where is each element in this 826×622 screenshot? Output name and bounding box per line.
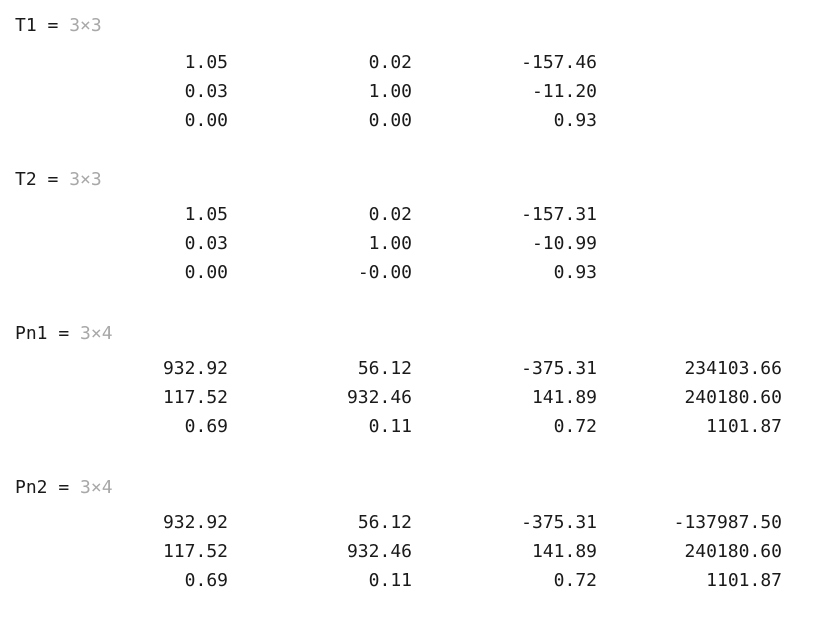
matrix-cell: 1101.87 [706, 570, 782, 591]
matrix-cell: 0.03 [184, 81, 228, 102]
matrix-header: T1 = 3×3 [15, 12, 102, 40]
matrix-cell: 932.46 [346, 387, 412, 408]
matrix-cell: -157.46 [521, 52, 597, 73]
matrix-row: 0.00 -0.00 0.93 [0, 258, 826, 287]
matrix-cell: 1.05 [184, 204, 228, 225]
matrix-cell: -0.00 [357, 262, 412, 283]
matrix-cell: -157.31 [521, 204, 597, 225]
matrix-cell: 117.52 [162, 387, 228, 408]
matrix-cell: -375.31 [521, 512, 597, 533]
matrix-cell: 932.92 [162, 512, 228, 533]
matrix-row: 0.03 1.00 -10.99 [0, 229, 826, 258]
matrix-cell: 0.02 [368, 204, 412, 225]
matrix-size: 3×3 [69, 15, 102, 36]
matrix-cell: 0.93 [553, 110, 597, 131]
matrix-cell: 141.89 [531, 541, 597, 562]
matrix-row: 0.03 1.00 -11.20 [0, 77, 826, 106]
matrix-cell: 240180.60 [684, 387, 782, 408]
equals-sign: = [47, 169, 59, 190]
equals-sign: = [47, 15, 59, 36]
matrix-row: 0.69 0.11 0.72 1101.87 [0, 412, 826, 441]
matrix-cell: 240180.60 [684, 541, 782, 562]
matrix-cell: 0.03 [184, 233, 228, 254]
matrix-row: 0.00 0.00 0.93 [0, 106, 826, 135]
matrix-cell: 0.69 [184, 416, 228, 437]
matrix-row: 1.05 0.02 -157.31 [0, 200, 826, 229]
matrix-cell: 0.93 [553, 262, 597, 283]
matrix-cell: -11.20 [531, 81, 597, 102]
matrix-cell: 141.89 [531, 387, 597, 408]
matrix-cell: 0.72 [553, 416, 597, 437]
matrix-header: Pn1 = 3×4 [15, 320, 113, 348]
matrix-header: Pn2 = 3×4 [15, 474, 113, 502]
matrix-row: 932.92 56.12 -375.31 -137987.50 [0, 508, 826, 537]
matrix-output-pn2: Pn2 = 3×4 932.92 56.12 -375.31 -137987.5… [0, 474, 826, 614]
matrix-cell: 117.52 [162, 541, 228, 562]
matrix-cell: 932.46 [346, 541, 412, 562]
matrix-row: 0.69 0.11 0.72 1101.87 [0, 566, 826, 595]
matrix-size: 3×4 [80, 323, 113, 344]
matrix-size: 3×3 [69, 169, 102, 190]
matrix-cell: 56.12 [357, 358, 412, 379]
matrix-cell: 1101.87 [706, 416, 782, 437]
matrix-cell: 56.12 [357, 512, 412, 533]
matrix-cell: 1.00 [368, 233, 412, 254]
equals-sign: = [58, 477, 70, 498]
matrix-cell: -375.31 [521, 358, 597, 379]
matrix-size: 3×4 [80, 477, 113, 498]
matrix-cell: 0.02 [368, 52, 412, 73]
matrix-cell: 0.00 [184, 262, 228, 283]
matrix-row: 117.52 932.46 141.89 240180.60 [0, 537, 826, 566]
matrix-cell: 0.00 [368, 110, 412, 131]
matrix-cell: 0.00 [184, 110, 228, 131]
matrix-cell: -10.99 [531, 233, 597, 254]
matrix-cell: 0.69 [184, 570, 228, 591]
matrix-cell: 0.72 [553, 570, 597, 591]
matrix-cell: 0.11 [368, 570, 412, 591]
matrix-cell: 0.11 [368, 416, 412, 437]
matrix-cell: 932.92 [162, 358, 228, 379]
matrix-header: T2 = 3×3 [15, 166, 102, 194]
matrix-cell: 1.05 [184, 52, 228, 73]
matrix-name: Pn1 [15, 323, 48, 344]
matrix-cell: 1.00 [368, 81, 412, 102]
matrix-cell: 234103.66 [684, 358, 782, 379]
matrix-output-pn1: Pn1 = 3×4 932.92 56.12 -375.31 234103.66… [0, 320, 826, 460]
equals-sign: = [58, 323, 70, 344]
matrix-row: 932.92 56.12 -375.31 234103.66 [0, 354, 826, 383]
matrix-name: Pn2 [15, 477, 48, 498]
matrix-row: 1.05 0.02 -157.46 [0, 48, 826, 77]
matrix-output-t1: T1 = 3×3 1.05 0.02 -157.46 0.03 1.00 -11… [0, 12, 826, 152]
matrix-cell: -137987.50 [673, 512, 782, 533]
matrix-output-t2: T2 = 3×3 1.05 0.02 -157.31 0.03 1.00 -10… [0, 166, 826, 306]
matrix-name: T2 [15, 169, 37, 190]
matrix-row: 117.52 932.46 141.89 240180.60 [0, 383, 826, 412]
matrix-name: T1 [15, 15, 37, 36]
